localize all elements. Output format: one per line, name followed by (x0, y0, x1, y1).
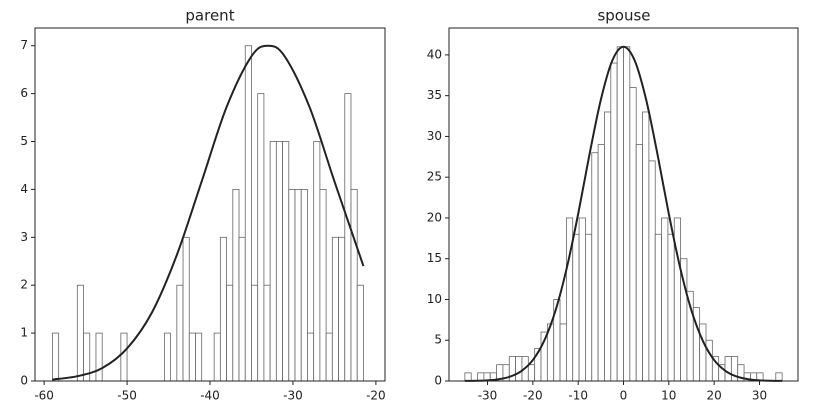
fit-curve (52, 44, 365, 381)
bar (238, 236, 246, 382)
y-tick-label: 40 (427, 47, 442, 61)
bar (344, 93, 352, 382)
bar (654, 233, 662, 382)
bar (263, 284, 271, 382)
bar (642, 111, 650, 382)
x-tick-label: 0 (620, 389, 628, 403)
bar (724, 356, 732, 382)
y-tick-label: 10 (427, 292, 442, 306)
x-tick-label: -10 (568, 389, 588, 403)
bar (275, 141, 283, 382)
bar (269, 141, 277, 382)
x-tick-label: -20 (366, 389, 386, 403)
x-tick-label: -30 (478, 389, 498, 403)
y-tick-label: 5 (20, 134, 28, 148)
y-tick-label: 7 (20, 38, 28, 52)
bar (527, 364, 536, 382)
y-tick-label: 1 (20, 326, 28, 340)
bar (331, 236, 339, 382)
x-tick-label: 10 (661, 389, 676, 403)
bar (313, 141, 321, 382)
bar (572, 233, 580, 382)
bar (464, 372, 472, 382)
bar (635, 144, 643, 382)
bar (648, 160, 656, 382)
y-tick-label: 6 (20, 86, 28, 100)
bar (288, 189, 296, 382)
y-tick-label: 2 (20, 278, 28, 292)
bar (629, 87, 637, 382)
bar (163, 332, 172, 382)
chart-title: spouse (597, 7, 650, 25)
bar (319, 189, 327, 382)
bar (294, 189, 302, 382)
bar (356, 284, 364, 382)
y-tick-label: 4 (20, 182, 28, 196)
bar (325, 332, 333, 382)
bar (307, 332, 315, 382)
bar (213, 332, 221, 382)
bar (182, 236, 190, 382)
x-tick-label: -50 (117, 389, 137, 403)
bar (585, 233, 593, 382)
x-tick-label: 30 (752, 389, 767, 403)
y-tick-label: 35 (427, 88, 442, 102)
bar (251, 284, 259, 382)
bar (176, 284, 184, 382)
y-tick-label: 15 (427, 251, 442, 265)
y-tick-label: 5 (434, 333, 442, 347)
y-tick-label: 0 (434, 374, 442, 388)
x-tick-label: -20 (523, 389, 543, 403)
bar (623, 46, 631, 382)
x-tick-label: 20 (707, 389, 722, 403)
bar (257, 93, 265, 382)
bar (604, 111, 612, 382)
y-tick-label: 0 (20, 374, 28, 388)
bar (661, 217, 669, 382)
bar (705, 339, 713, 382)
bar (188, 332, 196, 382)
bar (350, 189, 358, 382)
bar (226, 284, 234, 382)
bar (667, 233, 675, 382)
y-tick-label: 3 (20, 230, 28, 244)
bar (616, 46, 624, 382)
bar (300, 189, 308, 382)
bar (232, 189, 240, 382)
y-tick-label: 25 (427, 170, 442, 184)
bar (775, 372, 783, 382)
bar (244, 45, 252, 382)
bar (591, 152, 599, 382)
bar (610, 62, 618, 382)
bar (52, 332, 60, 382)
bar (95, 332, 103, 382)
bar (120, 332, 128, 382)
bar (515, 356, 523, 382)
bar (195, 332, 203, 382)
y-tick-label: 30 (427, 129, 442, 143)
bar (219, 236, 227, 382)
bar (282, 141, 290, 382)
x-tick-label: -40 (200, 389, 220, 403)
fit-curve (464, 45, 783, 382)
bar (338, 236, 346, 382)
bar (699, 323, 707, 382)
chart-title: parent (185, 7, 234, 25)
bar (578, 217, 586, 382)
bar (76, 284, 84, 382)
x-tick-label: -60 (34, 389, 54, 403)
bar (559, 323, 567, 382)
y-tick-label: 20 (427, 210, 442, 224)
x-tick-label: -30 (283, 389, 303, 403)
bar (597, 144, 605, 382)
